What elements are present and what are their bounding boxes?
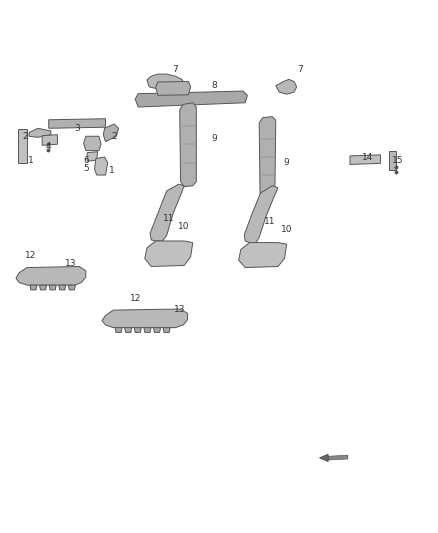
Text: 13: 13 <box>65 260 76 268</box>
Polygon shape <box>102 309 187 328</box>
Polygon shape <box>103 124 119 142</box>
Text: 12: 12 <box>25 252 36 260</box>
Polygon shape <box>68 285 75 290</box>
Text: 9: 9 <box>284 158 290 167</box>
Polygon shape <box>18 130 27 163</box>
Polygon shape <box>145 241 193 266</box>
Polygon shape <box>42 135 57 146</box>
Text: 13: 13 <box>174 304 185 313</box>
Text: 8: 8 <box>212 81 218 90</box>
Polygon shape <box>135 91 247 107</box>
Polygon shape <box>276 79 297 94</box>
Polygon shape <box>87 152 98 161</box>
Polygon shape <box>29 128 51 138</box>
Polygon shape <box>144 328 151 333</box>
Text: 4: 4 <box>46 142 52 151</box>
Text: 1: 1 <box>109 166 115 175</box>
Polygon shape <box>328 455 348 460</box>
Text: 3: 3 <box>74 124 80 133</box>
Polygon shape <box>150 184 184 241</box>
Text: 5: 5 <box>83 164 89 173</box>
Polygon shape <box>155 82 191 95</box>
Text: 11: 11 <box>264 217 275 226</box>
Polygon shape <box>49 285 56 290</box>
Text: 7: 7 <box>297 66 303 74</box>
Polygon shape <box>115 328 122 333</box>
Polygon shape <box>259 117 276 198</box>
Text: 6: 6 <box>83 156 89 165</box>
Polygon shape <box>180 103 196 187</box>
Text: 2: 2 <box>111 132 117 141</box>
Text: 9: 9 <box>212 134 218 143</box>
Polygon shape <box>389 151 396 169</box>
Text: 10: 10 <box>178 222 190 231</box>
Polygon shape <box>16 266 86 285</box>
Polygon shape <box>59 285 66 290</box>
Polygon shape <box>319 454 328 462</box>
Polygon shape <box>147 74 184 90</box>
Text: 2: 2 <box>22 132 28 141</box>
Polygon shape <box>244 185 278 243</box>
Polygon shape <box>95 157 108 175</box>
Polygon shape <box>239 243 287 268</box>
Polygon shape <box>39 285 46 290</box>
Polygon shape <box>153 328 160 333</box>
Polygon shape <box>84 136 101 151</box>
Polygon shape <box>350 155 381 165</box>
Text: 12: 12 <box>131 294 142 303</box>
Text: 14: 14 <box>362 153 373 162</box>
Text: 7: 7 <box>173 66 178 74</box>
Polygon shape <box>30 285 37 290</box>
Text: 11: 11 <box>163 214 174 223</box>
Text: 15: 15 <box>392 156 404 165</box>
Text: 1: 1 <box>28 156 33 165</box>
Text: 10: 10 <box>281 225 293 234</box>
Polygon shape <box>125 328 132 333</box>
Polygon shape <box>134 328 141 333</box>
Polygon shape <box>163 328 170 333</box>
Polygon shape <box>49 119 106 128</box>
